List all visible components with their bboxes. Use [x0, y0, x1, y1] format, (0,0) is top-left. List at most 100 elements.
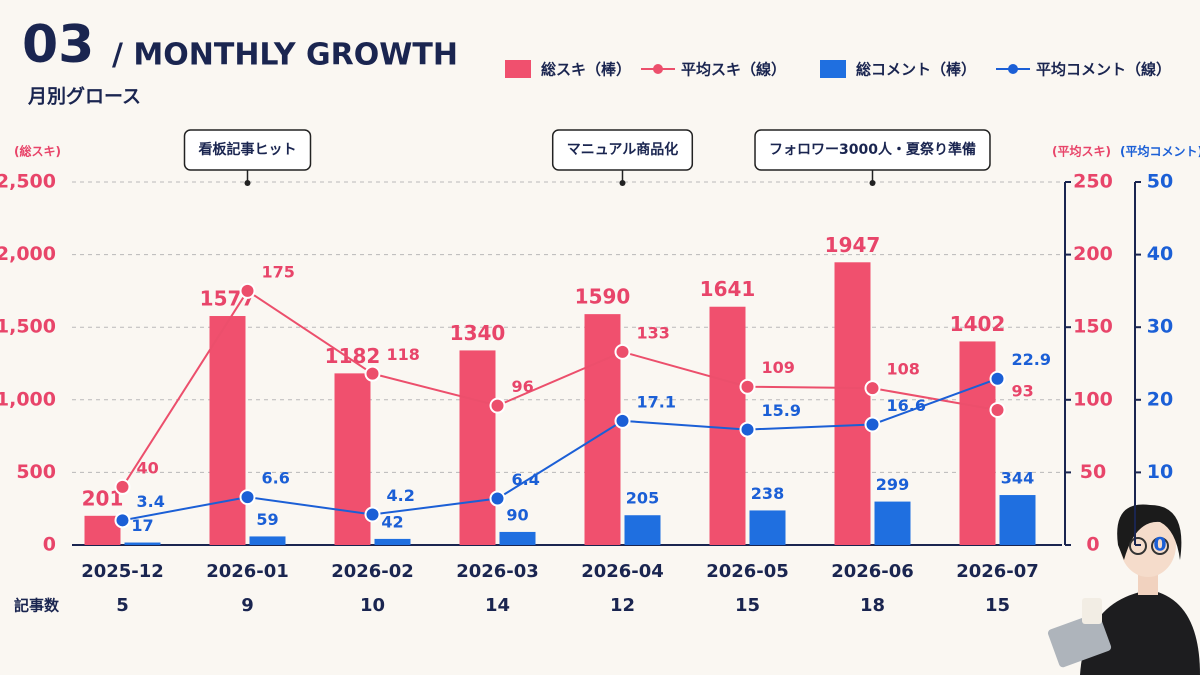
x-tick-label: 2025-12 [81, 561, 164, 582]
bar [84, 515, 121, 545]
y-tick-label: 2,000 [0, 243, 56, 265]
line-point [364, 506, 381, 523]
line-value-label: 133 [637, 323, 670, 342]
bar [874, 501, 911, 545]
bar-value-label: 205 [626, 489, 659, 508]
line-value-label: 4.2 [387, 486, 415, 505]
bar [749, 510, 786, 545]
annotation-dot [619, 180, 626, 186]
line-point [739, 378, 756, 395]
line-point [739, 421, 756, 438]
bar-value-label: 344 [1001, 469, 1034, 488]
line-point [114, 478, 131, 495]
legend-label: 平均スキ（線） [681, 61, 786, 79]
line-point [614, 343, 631, 360]
legend-swatch [505, 60, 531, 78]
bar-value-label: 299 [876, 475, 909, 494]
line-point [239, 282, 256, 299]
line-point [989, 370, 1006, 387]
bar-value-label: 1641 [700, 277, 756, 301]
bar-value-label: 59 [256, 510, 278, 529]
article-count-label: 記事数 [14, 597, 60, 615]
x-tick-label: 2026-01 [206, 561, 289, 582]
line-value-label: 175 [262, 262, 295, 281]
line-point [364, 365, 381, 382]
y3-tick-label: 50 [1147, 171, 1173, 193]
bar-value-label: 1340 [450, 321, 506, 345]
chart-subtitle: 月別グロース [27, 85, 141, 108]
legend-label: 総コメント（棒） [856, 61, 976, 79]
line-value-label: 118 [387, 345, 420, 364]
line-point [489, 397, 506, 414]
bar [999, 495, 1036, 545]
line [121, 289, 998, 488]
line-point [989, 401, 1006, 418]
x-tick-label: 2026-07 [956, 561, 1039, 582]
annotation-dot [244, 180, 251, 186]
y-tick-label: 1,000 [0, 388, 56, 410]
line-value-label: 6.6 [262, 469, 290, 488]
bar [834, 262, 871, 545]
line-value-label: 109 [762, 358, 795, 377]
line-value-label: 17.1 [637, 392, 676, 411]
annotation: マニュアル商品化 [551, 129, 694, 186]
y2-tick-label: 0 [1086, 534, 1099, 556]
y3-tick-label: 40 [1147, 243, 1173, 265]
line-value-label: 96 [512, 377, 534, 396]
line-point [864, 416, 881, 433]
bar [334, 373, 371, 545]
chart-title: / MONTHLY GROWTH [112, 38, 458, 73]
annotation: 看板記事ヒット [183, 129, 312, 186]
bar [124, 542, 161, 545]
y-tick-label: 0 [43, 534, 56, 556]
y3-axis-label: (平均コメント) [1120, 144, 1200, 159]
article-count: 12 [610, 595, 635, 616]
bar-value-label: 1590 [575, 285, 631, 309]
x-tick-label: 2026-02 [331, 561, 414, 582]
legend-label: 総スキ（棒） [541, 61, 631, 79]
bar-value-label: 1947 [825, 233, 881, 257]
y2-tick-label: 200 [1073, 243, 1113, 265]
bar [959, 341, 996, 545]
bar [459, 350, 496, 545]
illustration [1047, 504, 1200, 675]
bar-value-label: 1402 [950, 312, 1006, 336]
line-value-label: 16.6 [887, 396, 926, 415]
bar [249, 536, 286, 545]
line-value-label: 40 [137, 458, 159, 477]
bar-value-label: 17 [131, 516, 153, 535]
bar [624, 515, 661, 545]
article-count: 15 [985, 595, 1010, 616]
y-tick-label: 1,500 [0, 316, 56, 338]
title-number: 03 [22, 15, 94, 75]
y2-axis-label: (平均スキ) [1052, 144, 1111, 159]
y2-tick-label: 250 [1073, 171, 1113, 193]
y3-tick-label: 0 [1153, 534, 1166, 556]
line-point [114, 512, 131, 529]
y2-tick-label: 100 [1073, 388, 1113, 410]
bar [374, 538, 411, 545]
article-count: 15 [735, 595, 760, 616]
article-count: 18 [860, 595, 885, 616]
bar-value-label: 90 [506, 505, 528, 524]
line-value-label: 3.4 [137, 492, 165, 511]
y3-tick-label: 10 [1147, 461, 1173, 483]
line-point [614, 412, 631, 429]
annotation-text: マニュアル商品化 [567, 141, 679, 158]
legend-label: 平均コメント（線） [1036, 61, 1171, 79]
y3-tick-label: 20 [1147, 388, 1173, 410]
x-tick-label: 2026-04 [581, 561, 664, 582]
article-count: 10 [360, 595, 385, 616]
y-tick-label: 500 [16, 461, 56, 483]
bar-value-label: 238 [751, 484, 784, 503]
annotation-text: 看板記事ヒット [198, 141, 297, 158]
annotation-text: フォロワー3000人・夏祭り準備 [769, 141, 976, 158]
line-value-label: 22.9 [1012, 350, 1051, 369]
legend-swatch [1008, 64, 1018, 74]
x-tick-label: 2026-06 [831, 561, 914, 582]
line-point [864, 380, 881, 397]
x-tick-label: 2026-05 [706, 561, 789, 582]
bar-value-label: 42 [381, 512, 403, 531]
y-axis-label: (総スキ) [14, 144, 61, 159]
